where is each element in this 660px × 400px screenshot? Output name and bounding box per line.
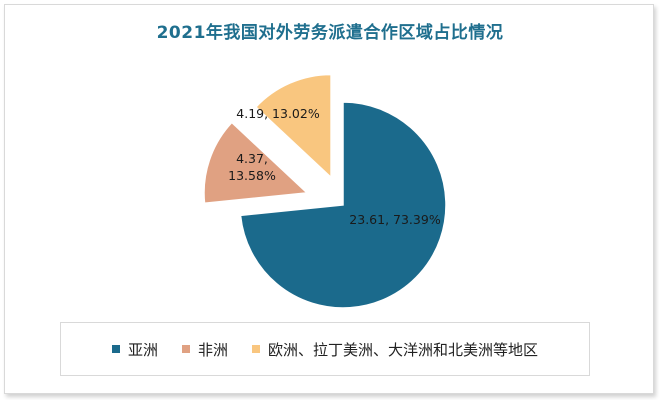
- legend-item-other-regions: 欧洲、拉丁美洲、大洋洲和北美洲等地区: [252, 339, 538, 360]
- data-label-other-regions: 4.19, 13.02%: [236, 106, 320, 121]
- legend-item-asia: 亚洲: [111, 339, 158, 360]
- legend-label-asia: 亚洲: [127, 340, 158, 359]
- legend-swatch-africa: [181, 345, 190, 353]
- legend-item-africa: 非洲: [181, 339, 228, 360]
- data-label-asia: 23.61, 73.39%: [349, 212, 441, 227]
- legend-swatch-asia: [111, 345, 120, 353]
- legend-swatch-other-regions: [252, 345, 260, 353]
- pie-slice-asia: [239, 101, 447, 309]
- legend-label-other-regions: 欧洲、拉丁美洲、大洋洲和北美洲等地区: [268, 340, 539, 359]
- legend: 亚洲 非洲 欧洲、拉丁美洲、大洋洲和北美洲等地区: [60, 322, 590, 376]
- pie-slice-other-regions: [254, 73, 332, 180]
- pie-slice-africa: [203, 121, 309, 205]
- chart-title: 2021年我国对外劳务派遣合作区域占比情况: [156, 23, 504, 43]
- legend-label-africa: 非洲: [197, 340, 228, 359]
- data-label-africa: 4.37, 13.58%: [228, 151, 276, 183]
